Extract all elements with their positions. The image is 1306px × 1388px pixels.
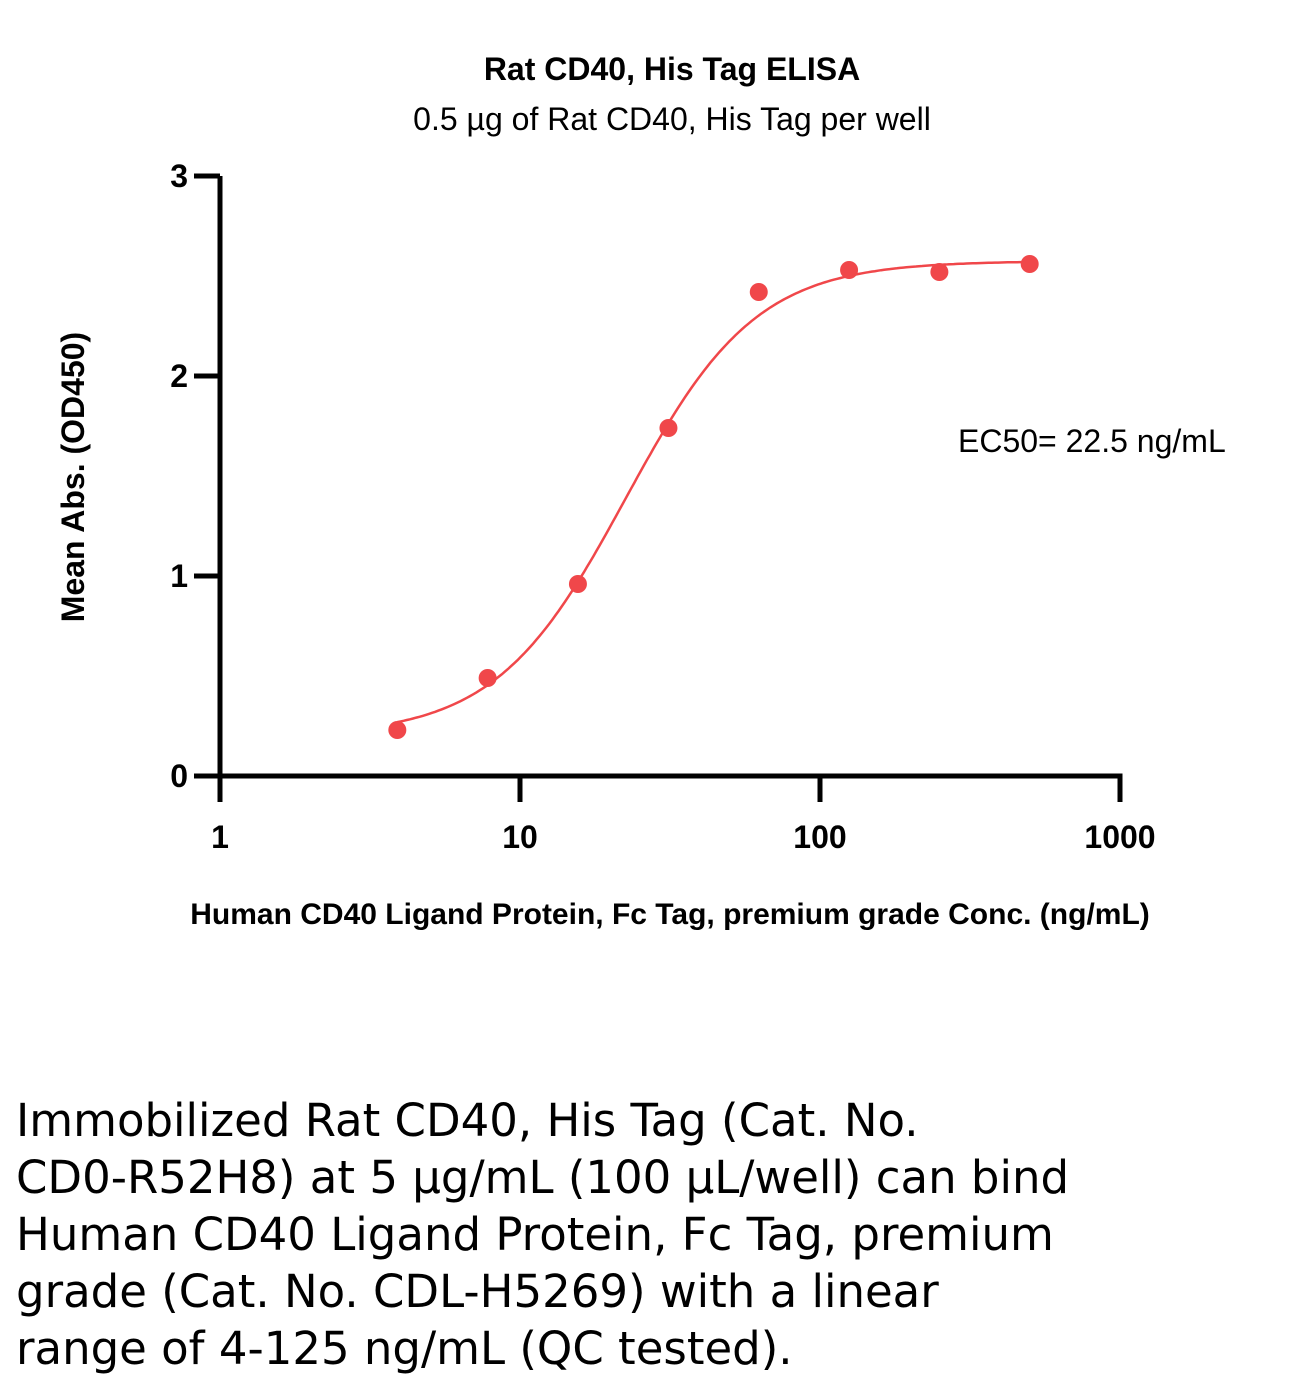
chart-subtitle: 0.5 µg of Rat CD40, His Tag per well: [413, 101, 931, 137]
data-points: [388, 255, 1039, 739]
x-tick-label: 1000: [1084, 819, 1155, 855]
x-tick-label: 10: [502, 819, 538, 855]
y-tick-label: 1: [170, 558, 188, 594]
data-point: [749, 283, 768, 301]
x-axis-label: Human CD40 Ligand Protein, Fc Tag, premi…: [190, 898, 1150, 931]
y-tick-label: 3: [170, 158, 188, 194]
caption-line: range of 4-125 ng/mL (QC tested).: [16, 1322, 793, 1375]
y-axis-label: Mean Abs. (OD450): [55, 332, 91, 622]
y-tick-label: 0: [170, 758, 188, 794]
axes: [194, 173, 1123, 802]
caption-line: Human CD40 Ligand Protein, Fc Tag, premi…: [16, 1208, 1054, 1261]
chart-title: Rat CD40, His Tag ELISA: [484, 51, 860, 87]
caption-line: grade (Cat. No. CDL-H5269) with a linear: [16, 1265, 939, 1318]
x-tick-label: 1: [211, 819, 229, 855]
data-point: [568, 575, 587, 593]
data-point: [1020, 255, 1039, 273]
x-tick-label: 100: [793, 819, 846, 855]
data-point: [840, 261, 859, 279]
fit-curve: [397, 260, 1030, 724]
data-point: [478, 669, 497, 687]
elisa-chart: Rat CD40, His Tag ELISA 0.5 µg of Rat CD…: [55, 51, 1226, 931]
caption-line: Immobilized Rat CD40, His Tag (Cat. No.: [16, 1094, 919, 1147]
data-point: [659, 419, 678, 437]
ec50-annotation: EC50= 22.5 ng/mL: [958, 423, 1226, 459]
data-point: [388, 721, 407, 739]
figure-caption: Immobilized Rat CD40, His Tag (Cat. No. …: [16, 1092, 1116, 1377]
y-tick-label: 2: [170, 358, 188, 394]
data-point: [930, 263, 949, 281]
caption-line: CD0-R52H8) at 5 µg/mL (100 µL/well) can …: [16, 1151, 1070, 1204]
